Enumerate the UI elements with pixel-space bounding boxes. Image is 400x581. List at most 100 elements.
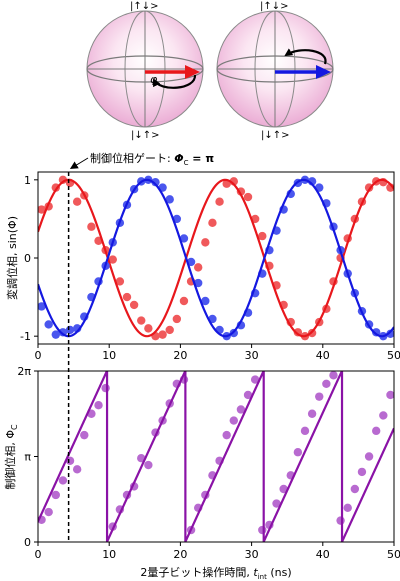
blue-fit-line bbox=[38, 178, 394, 338]
red-data-point bbox=[243, 192, 253, 202]
purple-data-point bbox=[364, 452, 374, 461]
top-plot-area bbox=[38, 175, 394, 341]
purple-data-point bbox=[94, 401, 103, 410]
purple-data-point bbox=[293, 448, 303, 457]
annotation-label: 制御位相ゲート: ΦC = π bbox=[90, 151, 214, 167]
bottom-plot-area bbox=[38, 371, 394, 542]
purple-data-point bbox=[357, 467, 367, 477]
bottom-axes-frame bbox=[37, 370, 395, 543]
top-xtick-label: 50 bbox=[387, 349, 400, 362]
purple-data-point bbox=[379, 411, 388, 420]
purple-data-point bbox=[329, 371, 338, 380]
red-data-point bbox=[144, 324, 153, 333]
blue-data-point bbox=[386, 329, 394, 339]
purple-data-point bbox=[272, 499, 281, 508]
purple-data-point bbox=[236, 405, 246, 414]
sphere-top-label: |↑↓> bbox=[130, 1, 159, 12]
red-data-point bbox=[201, 238, 210, 247]
bottom-ylabel: 制御位相, ΦC bbox=[3, 424, 19, 490]
blue-data-point bbox=[194, 278, 203, 288]
top-xtick-label: 40 bbox=[316, 349, 330, 362]
red-data-point bbox=[158, 330, 167, 339]
cphase-annotation: 制御位相ゲート: ΦC = π bbox=[67, 151, 214, 542]
blue-data-point bbox=[151, 177, 160, 187]
red-data-point bbox=[108, 255, 117, 264]
blue-data-point bbox=[44, 320, 53, 329]
annotation-arrow bbox=[69, 157, 89, 170]
blue-arrow-head bbox=[316, 65, 331, 79]
sphere-bottom-label: |↓↑> bbox=[261, 130, 290, 141]
purple-data-point bbox=[258, 525, 267, 535]
blue-data-point bbox=[179, 234, 189, 243]
purple-data-point bbox=[44, 507, 53, 517]
red-data-point bbox=[122, 292, 132, 302]
red-data-point bbox=[258, 231, 267, 241]
rotation-arrow bbox=[284, 48, 327, 65]
top-ticks: 0 10 20 30 40 50 -1 0 1 bbox=[20, 174, 400, 362]
blue-data-point bbox=[65, 325, 75, 335]
red-data-point bbox=[115, 277, 125, 286]
red-data-point bbox=[38, 205, 46, 214]
sphere-bottom-label: |↓↑> bbox=[131, 130, 160, 141]
top-ytick-label: 1 bbox=[24, 174, 31, 187]
red-data-point bbox=[172, 314, 182, 324]
top-ytick-label: 0 bbox=[24, 252, 31, 265]
bottom-ytick-label: π bbox=[24, 451, 31, 464]
purple-data-point bbox=[343, 503, 352, 512]
red-data-point bbox=[215, 197, 224, 206]
blue-data-point bbox=[201, 296, 210, 306]
top-xtick-label: 20 bbox=[173, 349, 187, 362]
red-data-point bbox=[58, 175, 68, 185]
bottom-xtick-label: 10 bbox=[102, 548, 116, 561]
red-data-point bbox=[165, 325, 174, 335]
blue-data-point bbox=[38, 302, 46, 311]
bloch-sphere-left: φ |↑↓> |↓↑> bbox=[86, 1, 204, 141]
purple-data-point bbox=[222, 430, 231, 440]
purple-data-point bbox=[250, 375, 260, 384]
red-data-point bbox=[137, 316, 146, 325]
purple-data-point bbox=[58, 476, 68, 485]
red-data-point bbox=[72, 197, 82, 206]
red-fit-line bbox=[38, 178, 394, 338]
rotation-arrow bbox=[153, 74, 197, 89]
bottom-ytick-label: 2π bbox=[17, 365, 31, 378]
red-data-point bbox=[208, 218, 217, 228]
purple-data-point bbox=[307, 409, 317, 418]
bottom-xtick-label: 50 bbox=[387, 548, 400, 561]
bottom-panel: 0 10 20 30 40 50 0 π 2π 制御位相, ΦC 2量子ビット操作時間, tin… bbox=[3, 365, 400, 581]
bottom-xtick-label: 40 bbox=[316, 548, 330, 561]
bottom-xtick-label: 30 bbox=[245, 548, 259, 561]
purple-data-point bbox=[315, 392, 324, 401]
purple-data-point bbox=[101, 383, 110, 393]
bottom-xtick-label: 20 bbox=[173, 548, 187, 561]
purple-fit-line bbox=[38, 371, 394, 542]
purple-data-point bbox=[72, 465, 82, 474]
blue-data-point bbox=[51, 330, 60, 339]
top-xtick-label: 30 bbox=[245, 349, 259, 362]
top-ylabel: 変調位相, sin(Φ) bbox=[5, 216, 19, 300]
red-arrow-head bbox=[185, 65, 200, 79]
red-data-point bbox=[87, 222, 96, 231]
purple-data-point bbox=[336, 516, 345, 525]
purple-data-point bbox=[300, 426, 310, 436]
top-xtick-label: 10 bbox=[102, 349, 116, 362]
purple-data-point bbox=[350, 484, 360, 494]
top-panel: 0 10 20 30 40 50 -1 0 1 変調位相, sin(Φ) bbox=[5, 171, 400, 362]
purple-data-point bbox=[322, 379, 331, 389]
bloch-sphere-right: |↑↓> |↓↑> bbox=[216, 1, 334, 141]
red-data-point bbox=[129, 300, 139, 310]
purple-data-point bbox=[51, 490, 60, 500]
bottom-ytick-label: 0 bbox=[24, 536, 31, 549]
red-data-point bbox=[194, 263, 203, 272]
purple-data-point bbox=[243, 390, 253, 400]
sphere-top-label: |↑↓> bbox=[260, 1, 289, 12]
bottom-xlabel: 2量子ビット操作時間, tint (ns) bbox=[140, 565, 291, 581]
bottom-xtick-label: 0 bbox=[35, 548, 42, 561]
purple-data-point bbox=[144, 460, 153, 470]
purple-data-point bbox=[372, 426, 381, 436]
phi-symbol: φ bbox=[150, 73, 158, 86]
purple-data-point bbox=[386, 390, 394, 400]
top-ytick-label: -1 bbox=[20, 330, 31, 343]
red-data-point bbox=[179, 296, 189, 306]
